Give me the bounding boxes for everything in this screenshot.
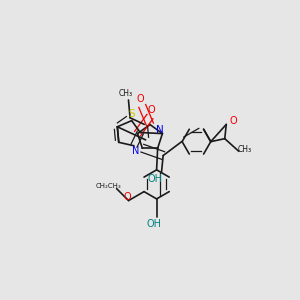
Text: O: O xyxy=(124,193,131,202)
Text: N: N xyxy=(132,146,139,156)
Text: S: S xyxy=(128,109,135,119)
Text: CH₂CH₃: CH₂CH₃ xyxy=(96,183,122,189)
Text: CH₃: CH₃ xyxy=(118,89,132,98)
Text: OH: OH xyxy=(148,174,163,184)
Text: O: O xyxy=(229,116,237,126)
Text: OH: OH xyxy=(146,219,161,229)
Text: CH₃: CH₃ xyxy=(237,145,251,154)
Text: O: O xyxy=(148,105,155,115)
Text: O: O xyxy=(137,94,145,104)
Text: N: N xyxy=(156,125,164,135)
